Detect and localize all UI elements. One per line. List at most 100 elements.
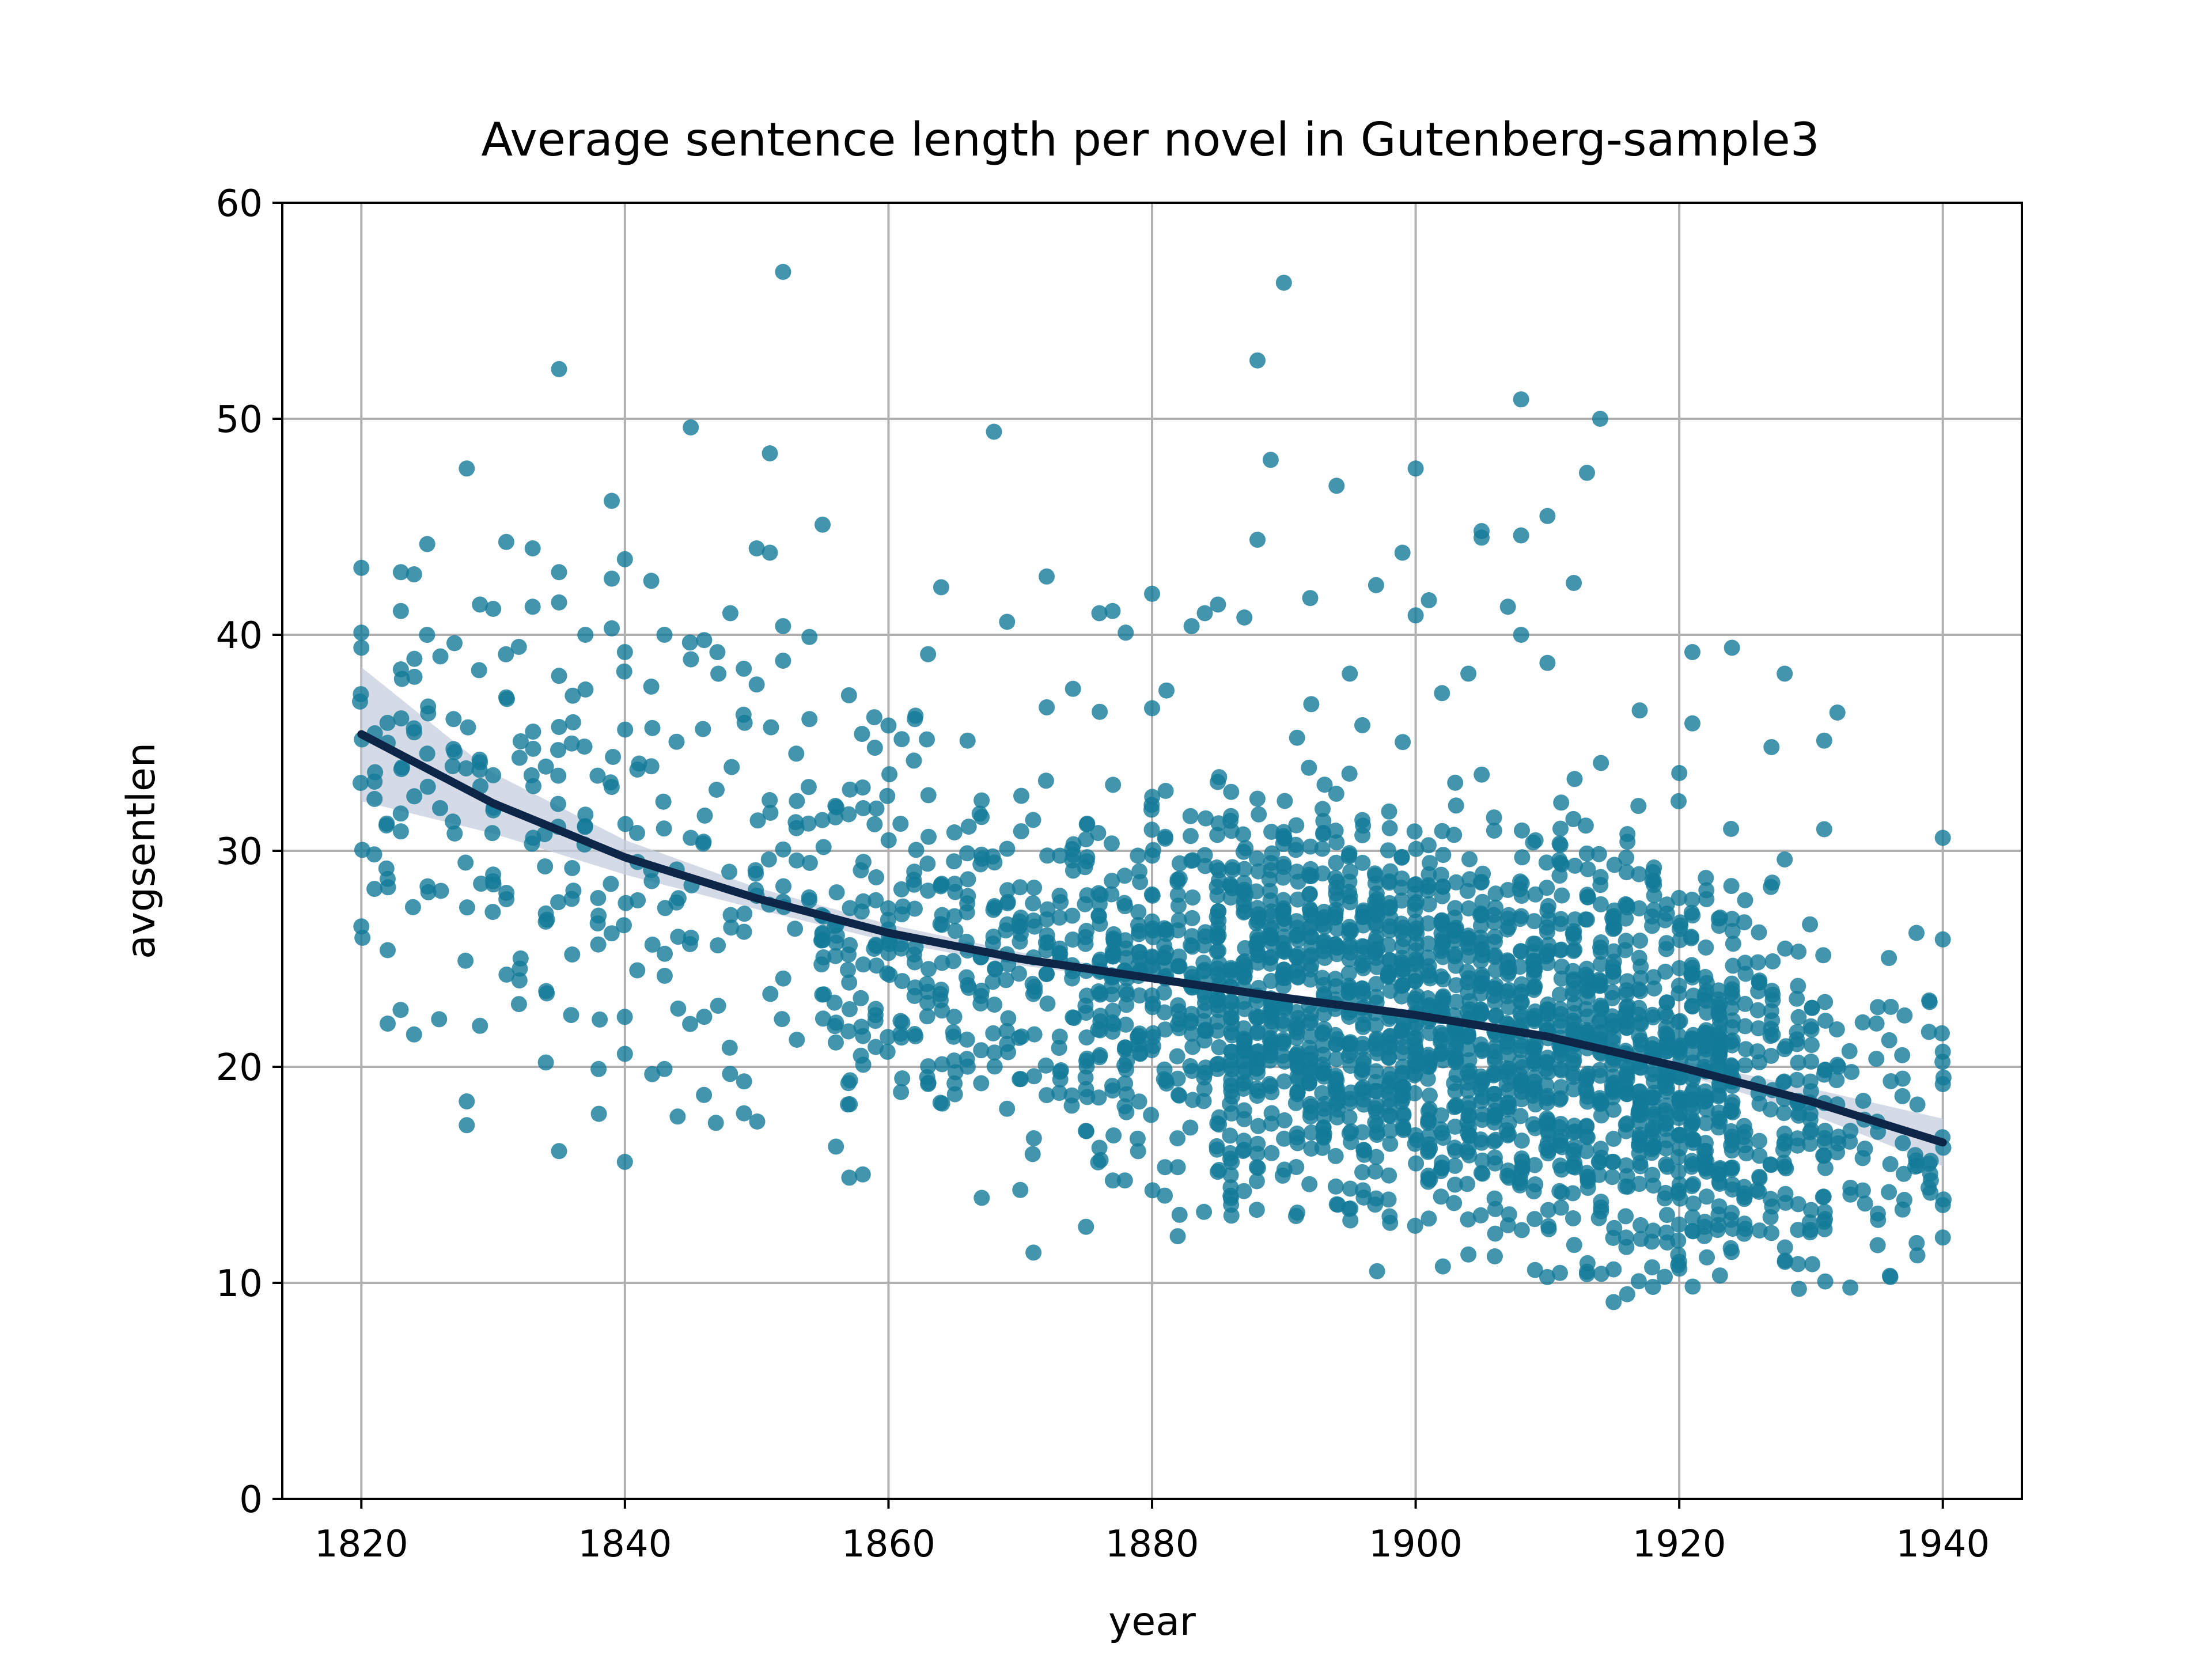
scatter-point [1605,1230,1622,1246]
scatter-point [602,774,619,791]
scatter-point [394,759,411,776]
scatter-point [1354,1040,1371,1056]
scatter-point [1288,963,1305,979]
scatter-point [1263,1105,1280,1122]
scatter-point [656,627,673,643]
scatter-point [1778,1160,1794,1177]
scatter-point [960,871,976,888]
scatter-point [1685,1176,1702,1192]
scatter-point [1249,1059,1266,1076]
scatter-point [1355,1182,1371,1199]
scatter-point [1342,665,1358,682]
scatter-point [1580,861,1596,877]
scatter-point [1499,984,1516,1001]
scatter-point [1525,1116,1541,1132]
scatter-point [1420,1173,1437,1190]
scatter-point [1393,892,1410,909]
scatter-point [485,767,502,783]
scatter-point [1804,1256,1821,1272]
scatter-point [1143,913,1160,930]
scatter-point [960,819,977,835]
scatter-point [604,620,620,637]
scatter-point [1644,918,1660,934]
scatter-point [987,960,1003,977]
scatter-point [1275,1035,1291,1052]
scatter-point [1236,1183,1252,1199]
scatter-point [1407,460,1424,477]
scatter-point [1486,1133,1502,1150]
scatter-point [1630,1273,1647,1290]
scatter-point [1802,1083,1819,1100]
scatter-point [840,806,857,823]
scatter-point [918,976,935,993]
scatter-point [1790,1054,1806,1071]
scatter-point [1104,1078,1120,1094]
scatter-point [1513,1222,1530,1238]
scatter-point [1646,887,1662,904]
scatter-point [1341,766,1358,782]
scatter-point [894,1070,911,1087]
scatter-point [1183,1025,1200,1042]
scatter-point [604,493,620,509]
scatter-point [1448,994,1465,1010]
scatter-point [1461,1147,1478,1164]
scatter-point [1316,950,1333,966]
scatter-point [1618,896,1634,912]
scatter-point [1327,971,1344,987]
scatter-point [789,793,805,809]
scatter-point [1156,1004,1173,1021]
scatter-point [1287,836,1304,853]
scatter-point [1223,1207,1240,1224]
scatter-point [1157,1021,1173,1038]
scatter-point [973,1075,990,1092]
scatter-point [1354,980,1371,997]
scatter-point [828,1138,844,1155]
scatter-point [1486,1049,1503,1066]
scatter-point [1435,847,1452,863]
scatter-point [1143,821,1160,838]
scatter-point [1725,1104,1741,1120]
scatter-point [1342,1180,1358,1197]
scatter-point [866,709,882,726]
scatter-point [1223,1024,1240,1041]
scatter-point [1170,897,1187,914]
scatter-point [1145,1025,1161,1041]
scatter-point [1448,797,1464,814]
scatter-point [1448,874,1464,891]
scatter-point [669,1108,686,1125]
scatter-point [1551,1091,1568,1108]
scatter-point [986,1058,1003,1075]
scatter-point [1183,1013,1199,1029]
scatter-point [1302,590,1319,607]
scatter-point [1419,882,1436,899]
scatter-point [577,819,593,835]
scatter-point [828,934,844,951]
scatter-point [1037,1057,1054,1074]
scatter-point [1684,1209,1701,1226]
scatter-point [380,942,396,959]
scatter-point [1118,997,1135,1013]
scatter-point [749,812,766,829]
scatter-point [1012,1071,1028,1088]
scatter-point [1341,847,1358,863]
scatter-point [1090,908,1107,925]
scatter-point [1248,1202,1265,1218]
scatter-point [1250,1043,1267,1059]
scatter-point [1566,575,1582,591]
scatter-point [1369,918,1385,934]
scatter-point [1130,904,1147,921]
scatter-point [629,825,645,841]
scatter-point [459,1117,475,1134]
scatter-point [894,1014,911,1031]
scatter-point [1039,927,1055,944]
scatter-point [446,635,463,652]
scatter-point [1421,837,1437,854]
scatter-point [1341,951,1358,968]
scatter-point [1751,1147,1768,1164]
scatter-point [1790,1222,1806,1238]
scatter-point [710,998,726,1014]
scatter-point [1301,759,1317,776]
scatter-point [1499,882,1516,898]
scatter-point [1921,992,1938,1009]
scatter-point [1789,1031,1805,1048]
